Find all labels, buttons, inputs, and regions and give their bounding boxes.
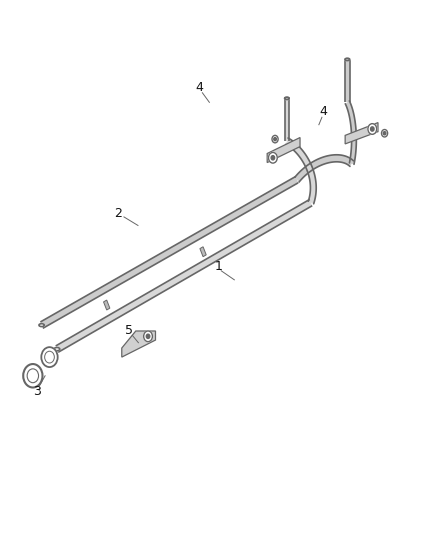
Circle shape bbox=[381, 130, 388, 137]
Text: 1: 1 bbox=[215, 260, 223, 273]
Ellipse shape bbox=[285, 97, 289, 99]
Polygon shape bbox=[56, 199, 312, 352]
Circle shape bbox=[271, 156, 275, 160]
Ellipse shape bbox=[54, 348, 60, 351]
Polygon shape bbox=[345, 123, 378, 144]
Polygon shape bbox=[345, 101, 357, 164]
Circle shape bbox=[23, 364, 42, 387]
Polygon shape bbox=[345, 60, 350, 102]
Polygon shape bbox=[295, 155, 353, 182]
Text: 3: 3 bbox=[33, 385, 41, 398]
Polygon shape bbox=[267, 138, 300, 163]
Circle shape bbox=[368, 124, 377, 134]
Text: 4: 4 bbox=[319, 106, 327, 118]
Circle shape bbox=[41, 347, 58, 367]
Ellipse shape bbox=[285, 98, 289, 100]
Circle shape bbox=[146, 334, 150, 338]
Ellipse shape bbox=[39, 324, 44, 327]
Polygon shape bbox=[285, 99, 289, 141]
Text: 2: 2 bbox=[114, 207, 122, 220]
Ellipse shape bbox=[345, 58, 350, 60]
Polygon shape bbox=[122, 331, 155, 357]
Polygon shape bbox=[40, 176, 298, 328]
Polygon shape bbox=[286, 138, 316, 204]
Circle shape bbox=[274, 138, 276, 141]
Ellipse shape bbox=[345, 59, 350, 61]
Polygon shape bbox=[200, 247, 206, 257]
Polygon shape bbox=[103, 300, 110, 310]
Circle shape bbox=[27, 369, 39, 383]
Text: 5: 5 bbox=[125, 324, 133, 337]
Circle shape bbox=[144, 331, 152, 342]
Text: 4: 4 bbox=[195, 82, 203, 94]
Circle shape bbox=[272, 135, 278, 143]
Circle shape bbox=[268, 152, 277, 163]
Circle shape bbox=[371, 127, 374, 131]
Circle shape bbox=[383, 132, 386, 135]
Circle shape bbox=[45, 351, 54, 363]
